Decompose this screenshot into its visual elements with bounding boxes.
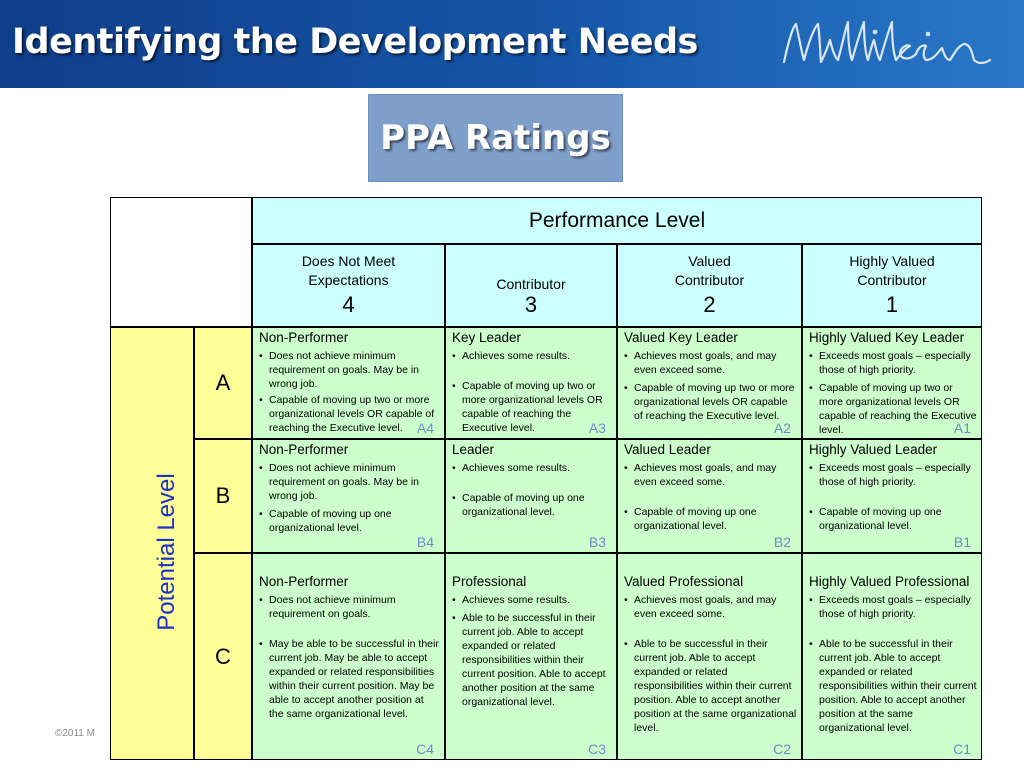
cell-bullet: Achieves most goals, and may even exceed… (624, 461, 797, 489)
cell-bullet: Capable of moving up two or more organiz… (624, 381, 797, 423)
row-header-a: A (194, 327, 252, 439)
cell-title: Highly Valued Professional (809, 574, 970, 589)
cell-bullet: Achieves some results. (452, 349, 612, 363)
cell-title: Valued Key Leader (624, 330, 738, 345)
cell-code: C3 (588, 741, 606, 757)
row-header-c: C (194, 553, 252, 760)
cell-bullet: Achieves some results. (452, 593, 612, 607)
cell-bullet: Capable of moving up one organizational … (259, 507, 440, 535)
cell-bullet: Exceeds most goals – especially those of… (809, 461, 977, 489)
cell-title: Valued Leader (624, 442, 711, 457)
cell-bullet: Does not achieve minimum requirement on … (259, 461, 440, 503)
column-header-number: 4 (342, 292, 355, 317)
cell-code: A3 (588, 420, 606, 436)
cell-code: B4 (416, 534, 434, 550)
column-header-3: Contributor 3 (445, 244, 617, 327)
cell-code: C2 (773, 741, 791, 757)
cell-bullet: Capable of moving up one organizational … (624, 505, 797, 533)
cell-code: B1 (953, 534, 971, 550)
cell-title: Professional (452, 574, 527, 589)
row-letter: B (215, 483, 231, 508)
ppa-ratings-title: PPA Ratings (380, 118, 611, 158)
slide-title: Identifying the Development Needs (12, 22, 698, 62)
cell-bullet: Exceeds most goals – especially those of… (809, 593, 977, 621)
cell-bullet: Does not achieve minimum requirement on … (259, 349, 440, 391)
column-header-line1: Valued (688, 253, 731, 269)
column-header-4: Does Not Meet Expectations 4 (252, 244, 445, 327)
row-letter: A (215, 370, 231, 395)
cell-code: A4 (416, 420, 434, 436)
cell-code: A2 (773, 420, 791, 436)
cell-title: Leader (452, 442, 495, 457)
milliken-logo: Milliken (778, 14, 1003, 83)
column-header-line2: Contributor (674, 272, 745, 288)
column-header-2: Valued Contributor 2 (617, 244, 802, 327)
top-left-blank-cell (110, 197, 252, 327)
cell-title: Non-Performer (259, 442, 349, 457)
column-header-1: Highly Valued Contributor 1 (802, 244, 982, 327)
ppa-ratings-box: PPA Ratings (368, 94, 623, 182)
slide-header: Identifying the Development Needs Millik… (0, 0, 1024, 88)
row-letter: C (215, 643, 231, 669)
cell-code: C4 (416, 741, 434, 757)
milliken-logo-signature-icon (782, 20, 992, 65)
matrix-cell-a4: Non-Performer Does not achieve minimum r… (252, 327, 445, 439)
performance-level-label: Performance Level (528, 208, 706, 232)
cell-title: Non-Performer (259, 574, 349, 589)
matrix-cell-b4: Non-Performer Does not achieve minimum r… (252, 439, 445, 553)
cell-title: Highly Valued Leader (809, 442, 938, 457)
column-header-line1: Does Not Meet (301, 253, 396, 269)
matrix-cell-c4: Non-Performer Does not achieve minimum r… (252, 553, 445, 760)
potential-level-header: Potential Level (110, 327, 194, 760)
cell-code: B3 (588, 534, 606, 550)
copyright-text: ©2011 M (55, 728, 95, 739)
row-header-b: B (194, 439, 252, 553)
column-header-number: 2 (703, 292, 716, 317)
cell-bullet: Able to be successful in their current j… (452, 611, 612, 709)
cell-bullet: Exceeds most goals – especially those of… (809, 349, 977, 377)
column-header-line2: Expectations (308, 272, 389, 288)
cell-bullet: Capable of moving up two or more organiz… (452, 379, 612, 435)
cell-bullet: Capable of moving up one organizational … (809, 505, 977, 533)
cell-bullet: Achieves most goals, and may even exceed… (624, 349, 797, 377)
column-header-line2: Contributor (857, 272, 927, 288)
matrix-cell-a1: Highly Valued Key Leader Exceeds most go… (802, 327, 982, 439)
cell-bullet: Able to be successful in their current j… (624, 637, 797, 735)
cell-bullet: Achieves some results. (452, 461, 612, 475)
cell-bullet: Capable of moving up one organizational … (452, 491, 612, 519)
cell-bullet: Capable of moving up two or more organiz… (809, 381, 977, 437)
cell-code: A1 (953, 420, 971, 436)
matrix-cell-a3: Key Leader Achieves some results. Capabl… (445, 327, 617, 439)
matrix-cell-b1: Highly Valued Leader Exceeds most goals … (802, 439, 982, 553)
matrix-cell-c1: Highly Valued Professional Exceeds most … (802, 553, 982, 760)
performance-level-header: Performance Level (252, 197, 982, 244)
cell-title: Key Leader (452, 330, 522, 345)
cell-bullet: Able to be successful in their current j… (809, 637, 977, 735)
cell-bullet: Does not achieve minimum requirement on … (259, 593, 440, 621)
column-header-number: 1 (885, 292, 899, 317)
matrix-cell-c2: Valued Professional Achieves most goals,… (617, 553, 802, 760)
cell-title: Non-Performer (259, 330, 349, 345)
cell-bullet: Capable of moving up two or more organiz… (259, 393, 440, 435)
matrix-cell-b3: Leader Achieves some results. Capable of… (445, 439, 617, 553)
cell-title: Highly Valued Key Leader (809, 330, 965, 345)
column-header-line1: Highly Valued (849, 253, 935, 269)
matrix-cell-b2: Valued Leader Achieves most goals, and m… (617, 439, 802, 553)
cell-title: Valued Professional (624, 574, 744, 589)
matrix-cell-a2: Valued Key Leader Achieves most goals, a… (617, 327, 802, 439)
cell-bullet: Achieves most goals, and may even exceed… (624, 593, 797, 621)
cell-code: B2 (773, 534, 791, 550)
cell-code: C1 (953, 741, 971, 757)
matrix-cell-c3: Professional Achieves some results. Able… (445, 553, 617, 760)
column-header-number: 3 (524, 292, 538, 317)
potential-level-label: Potential Level (153, 473, 180, 631)
logo-text: Milliken (1003, 14, 1004, 15)
cell-bullet: May be able to be successful in their cu… (259, 637, 440, 721)
column-header-line2: Contributor (496, 276, 566, 292)
